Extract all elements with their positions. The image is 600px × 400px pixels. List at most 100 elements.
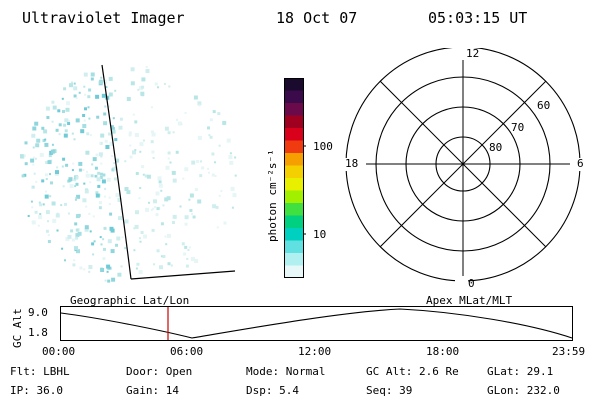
uv-emission-pixel	[150, 208, 153, 211]
uv-emission-pixel	[62, 157, 66, 161]
uv-emission-pixel	[208, 134, 211, 137]
uv-emission-pixel	[151, 132, 156, 137]
uv-emission-pixel	[47, 240, 51, 243]
uv-emission-pixel	[75, 176, 79, 179]
uv-emission-pixel	[47, 160, 52, 165]
uv-emission-pixel	[232, 193, 237, 198]
uv-emission-pixel	[187, 249, 190, 251]
uv-emission-pixel	[103, 121, 108, 126]
timeline-x-tick-2359: 23:59	[552, 345, 586, 358]
uv-emission-pixel	[115, 243, 118, 247]
uv-emission-pixel	[83, 268, 86, 271]
colorbar-segment	[285, 78, 303, 91]
colorbar-segment	[285, 190, 303, 204]
uv-emission-pixel	[45, 106, 50, 111]
uv-emission-pixel	[82, 114, 86, 117]
uv-emission-pixel	[199, 174, 203, 178]
uv-emission-pixel	[27, 215, 30, 217]
uv-emission-dots	[20, 66, 237, 283]
uv-emission-pixel	[107, 279, 111, 283]
uv-emission-pixel	[216, 226, 219, 229]
colorbar-segment	[285, 153, 303, 166]
uv-emission-pixel	[184, 245, 188, 249]
uv-emission-pixel	[103, 226, 107, 230]
uv-emission-pixel	[75, 182, 79, 186]
uv-emission-pixel	[164, 197, 169, 202]
uv-emission-pixel	[198, 104, 201, 107]
uv-emission-pixel	[56, 229, 59, 232]
uv-emission-pixel	[143, 234, 147, 239]
uv-emission-pixel	[89, 181, 92, 184]
uv-emission-pixel	[51, 201, 56, 206]
uv-emission-pixel	[100, 243, 103, 246]
uv-emission-pixel	[99, 141, 102, 144]
uv-emission-pixel	[185, 264, 189, 268]
uv-emission-pixel	[96, 115, 100, 119]
uv-emission-pixel	[179, 205, 182, 208]
colorbar-segment	[285, 215, 303, 229]
uv-emission-pixel	[164, 235, 167, 238]
uv-emission-pixel	[150, 130, 154, 134]
uv-emission-pixel	[64, 118, 69, 123]
uv-emission-pixel	[31, 206, 34, 209]
uv-emission-pixel	[170, 264, 173, 267]
uv-emission-pixel	[130, 81, 135, 86]
uv-emission-pixel	[134, 120, 138, 124]
uv-emission-pixel	[230, 186, 235, 191]
uv-emission-pixel	[166, 233, 171, 238]
uv-emission-pixel	[114, 138, 118, 142]
uv-emission-pixel	[30, 158, 35, 163]
uv-emission-pixel	[117, 197, 122, 202]
uv-emission-pixel	[91, 163, 94, 166]
uv-emission-pixel	[71, 132, 74, 135]
uv-emission-pixel	[95, 153, 99, 157]
timeline-left-label: Geographic Lat/Lon	[70, 294, 190, 307]
uv-emission-pixel	[188, 246, 191, 249]
timeline-y-tick-high: 9.0	[28, 306, 48, 319]
uv-emission-pixel	[228, 155, 233, 160]
uv-emission-pixel	[207, 167, 210, 170]
uv-emission-pixel	[52, 105, 57, 110]
uv-emission-pixel	[157, 86, 159, 89]
uv-emission-pixel	[110, 127, 115, 132]
uv-emission-pixel	[97, 184, 101, 188]
uv-emission-pixel	[163, 82, 166, 85]
uv-emission-pixel	[67, 212, 70, 215]
uv-emission-pixel	[167, 131, 171, 135]
uv-emission-pixel	[75, 118, 80, 123]
uv-emission-pixel	[94, 166, 98, 170]
uv-emission-pixel	[139, 86, 143, 90]
uv-emission-pixel	[155, 191, 160, 196]
uv-emission-pixel	[212, 204, 217, 209]
uv-emission-pixel	[93, 240, 96, 243]
uv-emission-pixel	[196, 160, 200, 163]
header-time: 05:03:15 UT	[428, 9, 528, 27]
uv-emission-pixel	[231, 206, 234, 209]
colorbar-segment	[285, 178, 303, 191]
uv-emission-pixel	[209, 118, 213, 122]
uv-emission-pixel	[184, 167, 189, 172]
uv-emission-pixel	[78, 91, 81, 94]
uv-emission-pixel	[124, 187, 129, 191]
info-glat: GLat: 29.1	[487, 365, 554, 378]
uv-emission-pixel	[152, 157, 155, 159]
uv-emission-pixel	[33, 172, 36, 175]
uv-emission-pixel	[108, 203, 111, 206]
uv-emission-pixel	[133, 249, 136, 252]
uv-emission-pixel	[135, 210, 139, 215]
uv-emission-pixel	[103, 247, 106, 251]
uv-emission-pixel	[141, 77, 146, 82]
uv-emission-pixel	[76, 249, 80, 254]
uv-emission-pixel	[215, 205, 219, 209]
uv-emission-pixel	[181, 242, 185, 246]
uv-emission-pixel	[99, 201, 102, 205]
uv-emission-pixel	[74, 222, 78, 226]
uv-emission-pixel	[41, 126, 45, 130]
uv-emission-pixel	[45, 210, 50, 215]
uv-emission-pixel	[51, 100, 55, 104]
uv-emission-pixel	[102, 257, 106, 261]
uv-emission-pixel	[151, 150, 155, 154]
altitude-curve	[60, 308, 573, 339]
uv-emission-pixel	[74, 198, 77, 201]
uv-emission-pixel	[194, 259, 199, 263]
